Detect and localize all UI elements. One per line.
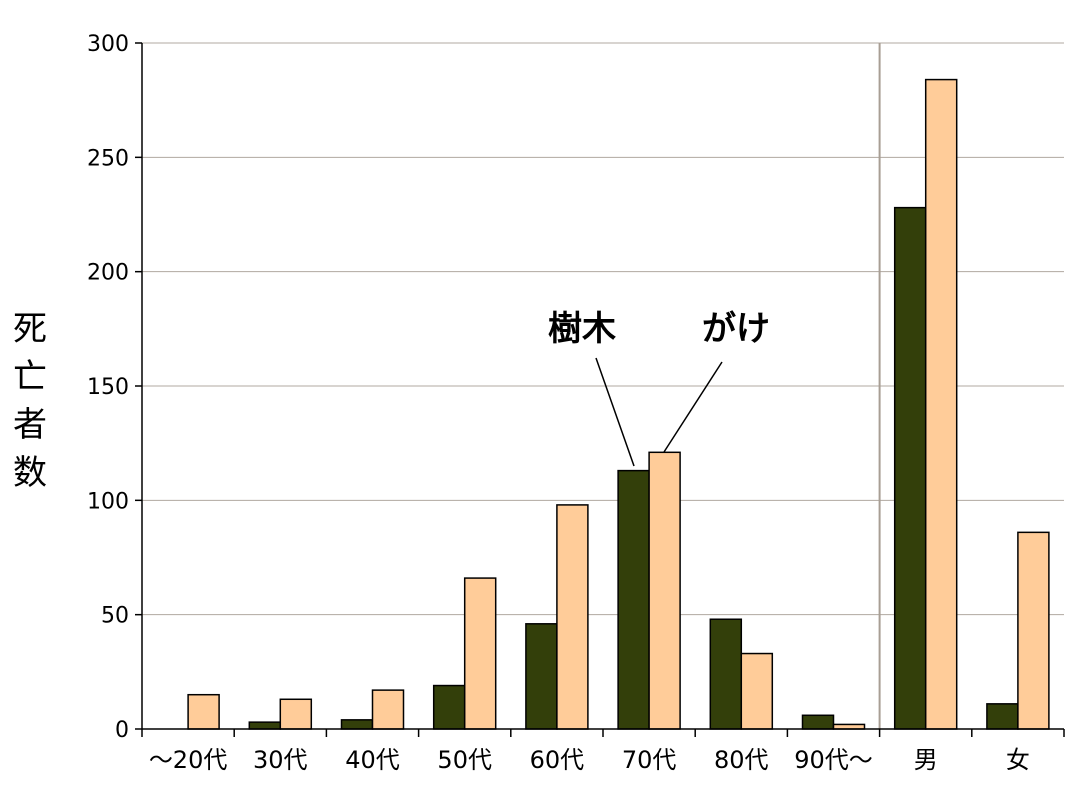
- x-tick-label: 80代: [714, 746, 769, 774]
- bars: [187, 78, 1050, 730]
- y-tick-label: 300: [87, 32, 129, 57]
- annotation-label: がけ: [702, 309, 770, 349]
- bar-series1: [248, 721, 282, 730]
- y-axis-label-char: 者: [13, 405, 47, 445]
- bar-series2: [924, 78, 958, 730]
- y-tick-label: 250: [87, 146, 129, 171]
- y-axis-label-char: 亡: [13, 357, 47, 397]
- bar-series1: [801, 714, 835, 730]
- bar-series1: [432, 684, 466, 730]
- x-tick-label: 60代: [530, 746, 585, 774]
- bar-series1: [893, 206, 927, 730]
- axes: 0 50 100 150 200 250 300 〜20代 30代 40代 50代 60代 70代 80代…: [87, 32, 1065, 774]
- x-tick-label: 〜20代: [149, 746, 228, 774]
- x-tick-label: 女: [1006, 746, 1030, 774]
- x-tick-label: 40代: [345, 746, 400, 774]
- annotation-label: 樹木: [548, 309, 616, 349]
- annotations: 樹木 がけ: [548, 309, 770, 467]
- bar-series2: [556, 504, 589, 730]
- bar-series2: [371, 689, 405, 730]
- y-tick-label: 100: [87, 489, 129, 514]
- bar-series1: [525, 623, 558, 730]
- y-tick-label: 50: [101, 604, 129, 629]
- gridlines: [142, 42, 1064, 729]
- bar-series2: [740, 652, 774, 730]
- x-tick-label: 男: [914, 746, 938, 774]
- x-tick-label: 70代: [622, 746, 677, 774]
- y-axis-label-char: 数: [13, 453, 47, 493]
- bar-series2: [279, 698, 313, 730]
- x-tick-label: 50代: [437, 746, 492, 774]
- y-tick-label: 0: [115, 718, 129, 743]
- bar-series1: [986, 703, 1019, 730]
- y-axis-label-char: 死: [13, 309, 47, 349]
- x-tick-label: 30代: [253, 746, 308, 774]
- annotation-leader-line: [663, 361, 723, 453]
- annotation-leader-line: [595, 357, 635, 467]
- bar-series2: [1017, 531, 1050, 730]
- y-tick-label: 200: [87, 261, 129, 286]
- bar-series1: [340, 719, 374, 730]
- bar-series2: [187, 693, 220, 730]
- bar-series2: [463, 577, 497, 730]
- y-tick-label: 150: [87, 375, 129, 400]
- x-tick-label: 90代〜: [794, 746, 873, 774]
- bar-series2: [648, 451, 681, 730]
- bar-series1: [709, 618, 743, 730]
- bar-series1: [617, 469, 650, 730]
